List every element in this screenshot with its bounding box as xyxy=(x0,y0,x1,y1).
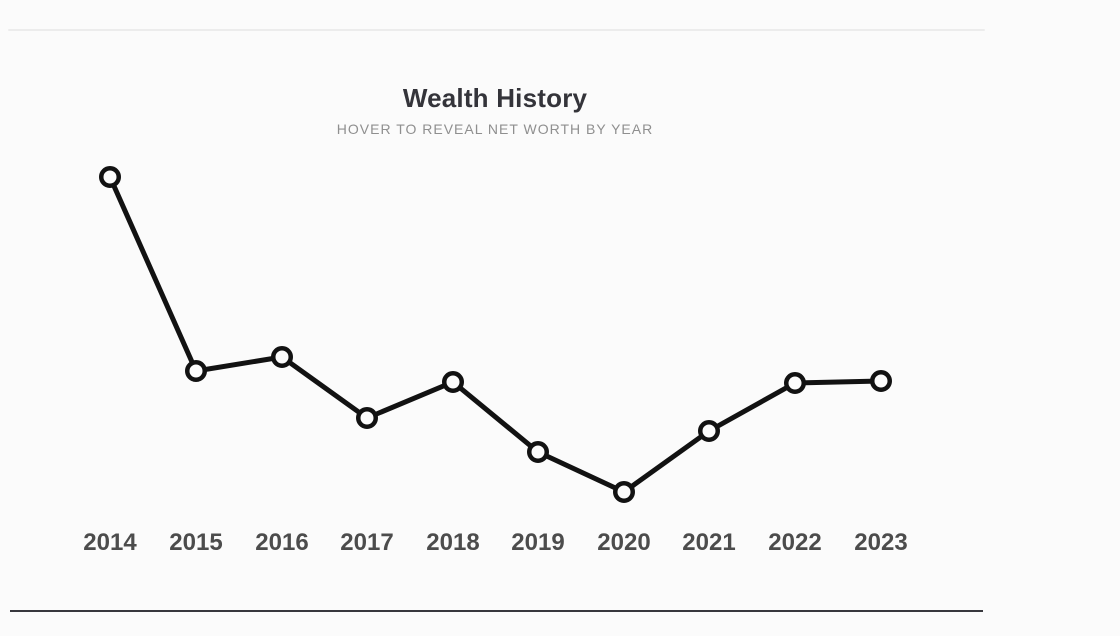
data-point-2021[interactable] xyxy=(698,420,720,442)
net-worth-line xyxy=(107,174,884,495)
data-point-2017[interactable] xyxy=(356,407,378,429)
x-axis-label-2022: 2022 xyxy=(768,529,821,556)
data-point-2018[interactable] xyxy=(442,371,464,393)
x-axis-label-2023: 2023 xyxy=(854,529,907,556)
x-axis-label-2015: 2015 xyxy=(169,529,222,556)
data-point-2015[interactable] xyxy=(185,360,207,382)
x-axis-label-2018: 2018 xyxy=(426,529,479,556)
bottom-divider xyxy=(10,610,983,612)
data-point-2020[interactable] xyxy=(613,481,635,503)
data-point-2023[interactable] xyxy=(870,370,892,392)
data-point-2022[interactable] xyxy=(784,372,806,394)
top-divider xyxy=(8,29,985,31)
data-point-2014[interactable] xyxy=(99,166,121,188)
data-point-2019[interactable] xyxy=(527,441,549,463)
data-point-2016[interactable] xyxy=(271,346,293,368)
x-axis-label-2014: 2014 xyxy=(83,529,137,556)
x-axis-label-2019: 2019 xyxy=(511,529,564,556)
x-axis-label-2020: 2020 xyxy=(597,529,650,556)
x-axis-label-2017: 2017 xyxy=(340,529,393,556)
x-axis-label-2016: 2016 xyxy=(255,529,308,556)
x-axis-label-2021: 2021 xyxy=(682,529,735,556)
